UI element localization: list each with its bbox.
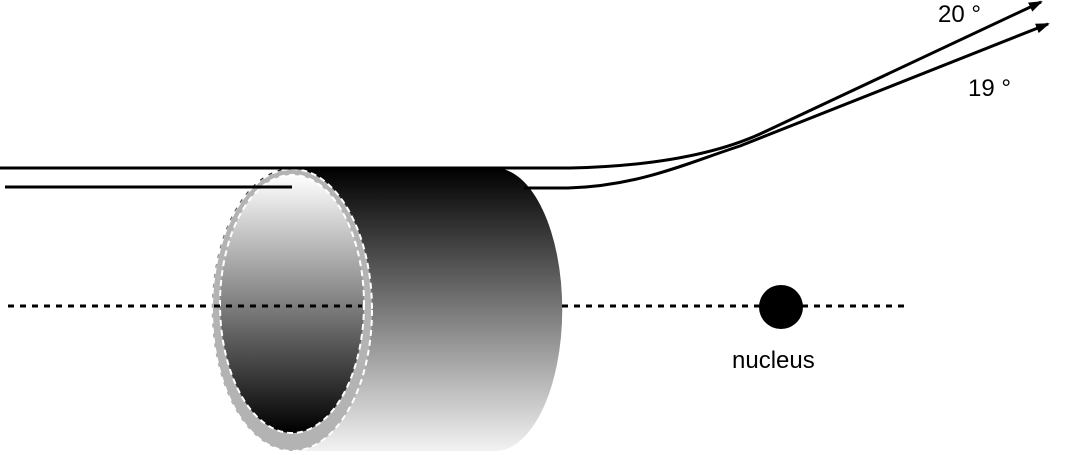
angle-label-lower: 19 ° (968, 75, 1011, 102)
trajectory-upper (0, 0, 1043, 170)
cylinder-ring-outline-inner (219, 174, 365, 434)
angle-label-upper: 20 ° (938, 1, 981, 28)
trajectory-lower (524, 22, 1050, 190)
nucleus-label: nucleus (732, 347, 815, 374)
cylinder-opening (220, 175, 364, 433)
nucleus-dot (759, 285, 803, 329)
